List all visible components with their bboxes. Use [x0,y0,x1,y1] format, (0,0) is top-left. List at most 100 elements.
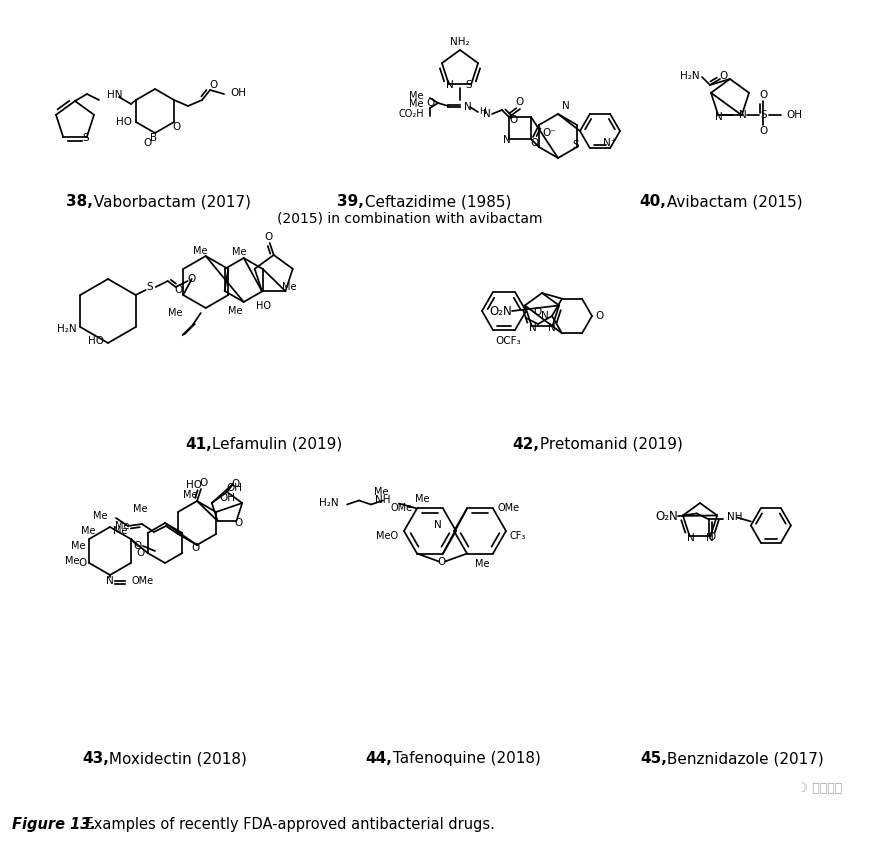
Text: Me: Me [233,247,247,257]
Text: HO: HO [116,117,132,127]
Text: N: N [715,112,723,122]
Text: O: O [235,518,243,528]
Text: N: N [686,532,694,542]
Text: O: O [134,541,142,551]
Text: Me: Me [281,282,296,292]
Text: Me: Me [374,488,388,498]
Text: O: O [143,138,151,148]
Text: Pretomanid (2019): Pretomanid (2019) [534,436,683,452]
Text: S: S [146,282,153,292]
Text: OH: OH [786,110,803,120]
Text: O: O [265,232,273,242]
Text: Moxidectin (2018): Moxidectin (2018) [104,751,247,766]
Text: O: O [209,80,217,90]
Text: O: O [595,311,603,321]
Text: Me: Me [409,91,424,101]
Text: HN: HN [107,90,123,100]
Text: HO: HO [186,480,202,490]
Text: Me: Me [93,511,108,521]
Text: O⁻: O⁻ [542,128,556,138]
Text: N: N [528,323,536,332]
Text: O: O [534,307,542,317]
Text: HO: HO [256,301,271,311]
Text: OH: OH [220,493,235,503]
Text: S: S [466,81,473,90]
Text: 40,: 40, [639,194,666,209]
Text: 45,: 45, [640,751,667,766]
Text: N: N [739,110,747,120]
Text: H₂N: H₂N [319,499,339,509]
Text: N: N [483,109,491,119]
Text: OMe: OMe [497,504,519,514]
Text: Me: Me [132,504,147,514]
Text: N: N [434,520,442,530]
Text: 41,: 41, [185,436,212,452]
Text: Me: Me [193,246,208,256]
Text: NH: NH [376,495,391,505]
Text: O: O [759,90,767,100]
Text: O: O [516,97,524,107]
Text: H₂N: H₂N [680,71,699,81]
Text: S: S [760,110,766,120]
Text: O: O [437,557,446,567]
Text: 43,: 43, [82,751,108,766]
Text: Ceftazidime (1985): Ceftazidime (1985) [360,194,511,209]
Text: O: O [231,479,239,489]
Text: B: B [151,133,158,143]
Text: NH₂: NH₂ [450,37,470,47]
Text: Me: Me [168,308,183,318]
Text: Me: Me [113,526,127,536]
Text: O: O [759,126,767,136]
Text: Me: Me [415,494,430,504]
Text: N: N [562,101,570,111]
Text: O: O [707,532,716,542]
Text: N: N [503,135,511,145]
Text: O: O [198,478,207,488]
Text: O: O [175,285,183,295]
Text: O: O [719,71,727,81]
Text: O: O [191,543,199,553]
Text: OMe: OMe [391,504,413,514]
Text: O: O [509,115,517,125]
Text: NH: NH [727,512,743,522]
Text: Me: Me [80,526,95,536]
Text: Me: Me [65,556,80,566]
Text: O₂N: O₂N [655,510,678,522]
Text: MeO: MeO [376,531,398,541]
Text: Vaborbactam (2017): Vaborbactam (2017) [89,194,250,209]
Text: S: S [82,133,89,143]
Text: Examples of recently FDA-approved antibacterial drugs.: Examples of recently FDA-approved antiba… [80,817,495,833]
Text: N: N [542,311,549,321]
Text: O: O [531,138,539,148]
Text: CO₂H: CO₂H [399,109,424,119]
Text: OMe: OMe [132,576,154,586]
Text: Lefamulin (2019): Lefamulin (2019) [207,436,342,452]
Text: Me: Me [228,306,243,316]
Text: O: O [78,558,86,568]
Text: N: N [464,102,472,112]
Text: O: O [427,98,435,108]
Text: Figure 13.: Figure 13. [12,817,96,833]
Text: H: H [480,107,486,115]
Text: HO: HO [88,336,104,346]
Text: H₂N: H₂N [56,324,76,334]
Text: (2015) in combination with avibactam: (2015) in combination with avibactam [277,212,543,226]
Text: N: N [106,576,114,586]
Text: 42,: 42, [512,436,540,452]
Text: Me: Me [475,559,490,569]
Text: OCF₃: OCF₃ [495,336,520,346]
Text: OH: OH [226,483,242,493]
Text: 38,: 38, [66,194,93,209]
Text: 39,: 39, [337,194,364,209]
Text: O₂N: O₂N [490,304,512,318]
Text: S: S [572,140,579,150]
Text: N: N [548,323,556,332]
Text: 44,: 44, [365,751,392,766]
Text: O: O [188,274,196,284]
Text: N: N [706,532,714,542]
Text: O: O [172,122,180,132]
Text: N: N [446,81,453,90]
Text: CF₃: CF₃ [510,531,527,541]
Text: Tafenoquine (2018): Tafenoquine (2018) [388,751,541,766]
Text: Me: Me [71,541,85,551]
